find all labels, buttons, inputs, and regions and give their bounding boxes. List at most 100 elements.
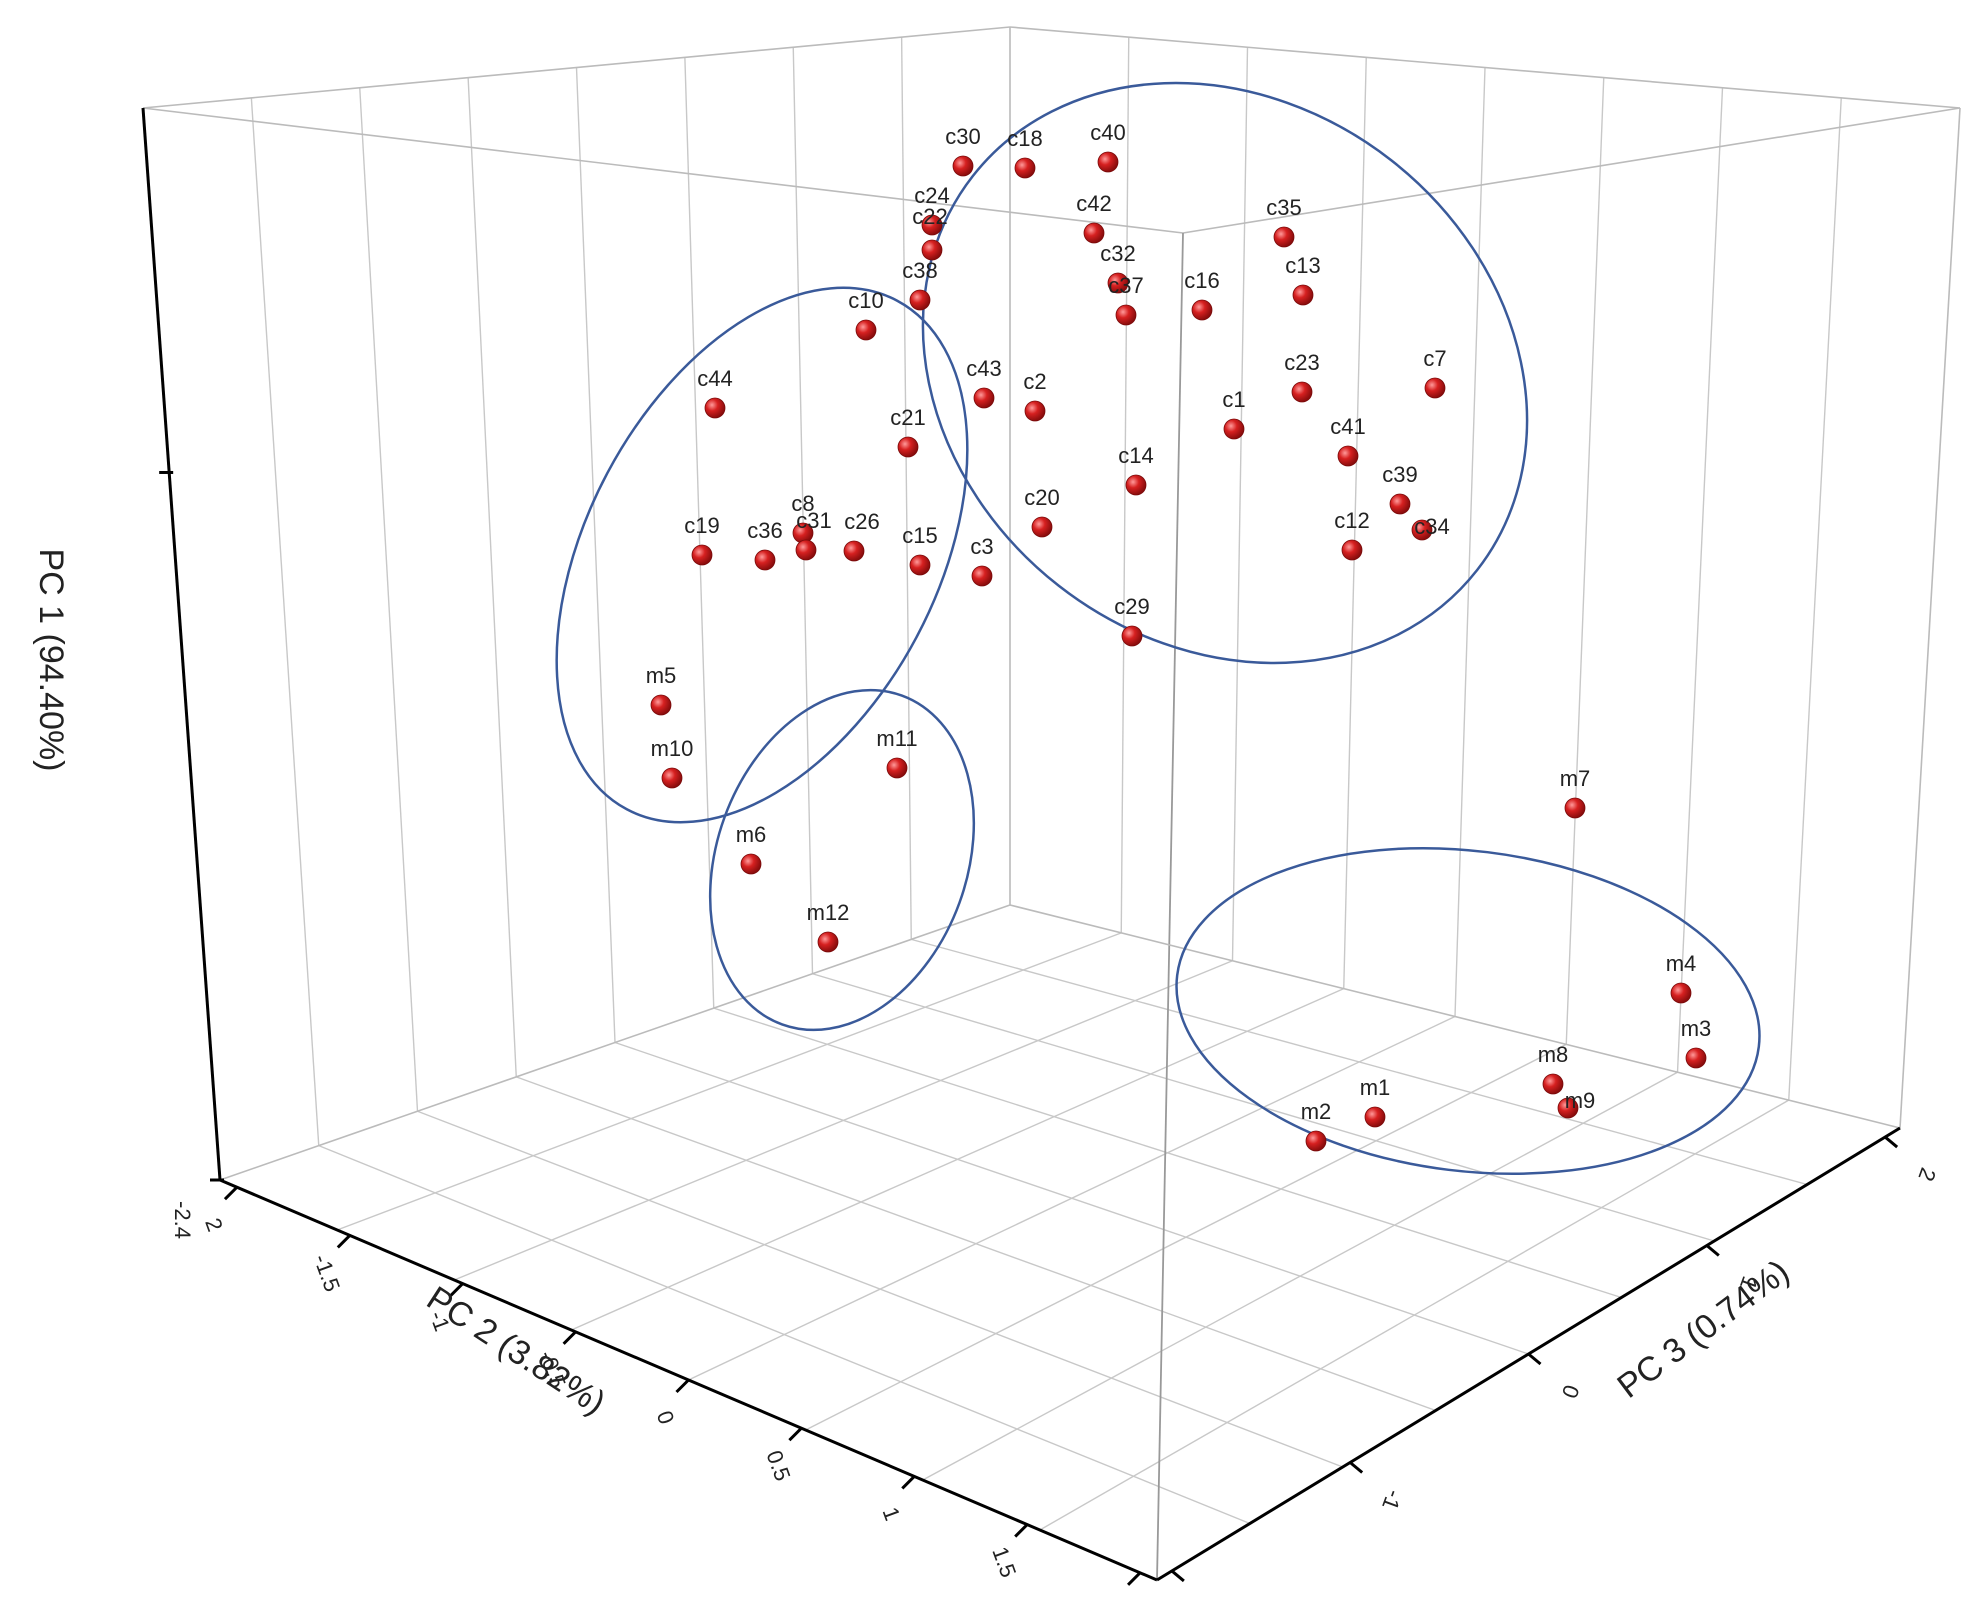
data-point-c41 (1337, 445, 1359, 467)
grid-line (467, 77, 517, 1077)
point-label-c14: c14 (1118, 443, 1153, 468)
y-axis-tick (1527, 1352, 1542, 1366)
data-point-c26 (843, 540, 865, 562)
grid-line (250, 97, 320, 1146)
data-point-m9 (1557, 1097, 1579, 1119)
point-label-c13: c13 (1285, 253, 1320, 278)
data-point-m1 (1364, 1106, 1386, 1128)
data-point-c37 (1115, 304, 1137, 326)
data-point-m11 (886, 757, 908, 779)
point-label-m10: m10 (651, 736, 694, 761)
data-point-c20 (1031, 516, 1053, 538)
y-axis-tick (1349, 1461, 1364, 1474)
point-label-m12: m12 (807, 900, 850, 925)
grid-line (792, 47, 814, 974)
grid-line (1039, 1099, 1790, 1531)
x-axis-tick (675, 1378, 690, 1394)
data-point-c23 (1291, 381, 1313, 403)
point-label-c41: c41 (1330, 414, 1365, 439)
grid-line (713, 1007, 1622, 1299)
point-label-c10: c10 (848, 288, 883, 313)
grid-line (575, 67, 616, 1043)
point-label-c36: c36 (747, 518, 782, 543)
point-label-c12: c12 (1334, 508, 1369, 533)
data-point-m2 (1305, 1130, 1327, 1152)
data-point-c43 (973, 387, 995, 409)
point-label-c22: c22 (912, 204, 947, 229)
data-point-m4 (1670, 982, 1692, 1004)
x-axis-tick (223, 1186, 238, 1201)
y-axis-tick (1705, 1244, 1720, 1257)
x-tick-label: 0.5 (761, 1447, 795, 1484)
x-tick-label: 2 (200, 1215, 228, 1235)
point-label-c35: c35 (1266, 195, 1301, 220)
grid-line (1009, 904, 1901, 1129)
grid-line (1565, 77, 1605, 1045)
grid-line (1156, 232, 1184, 1581)
point-label-c34: c34 (1414, 514, 1449, 539)
grid-line (922, 1071, 1678, 1481)
data-point-c14 (1125, 474, 1147, 496)
grid-line (1788, 97, 1842, 1101)
point-label-c24: c24 (914, 183, 949, 208)
grid-line (1182, 107, 1961, 234)
data-point-c3 (971, 565, 993, 587)
data-point-m8 (1542, 1073, 1564, 1095)
x-axis-title: PC 2 (3.82%) (420, 1279, 612, 1422)
y-axis-title: PC 3 (0.74%) (1610, 1253, 1796, 1406)
data-point-c24 (921, 214, 943, 236)
data-point-m3 (1685, 1047, 1707, 1069)
y-axis-tick (1884, 1135, 1899, 1149)
point-label-m6: m6 (736, 822, 767, 847)
x-axis-tick (901, 1475, 916, 1490)
data-point-c44 (704, 397, 726, 419)
point-label-m7: m7 (1560, 766, 1591, 791)
data-point-c36 (754, 549, 776, 571)
point-label-c44: c44 (697, 366, 732, 391)
data-point-c7 (1424, 377, 1446, 399)
point-label-c20: c20 (1024, 485, 1059, 510)
data-point-c13 (1292, 284, 1314, 306)
grid-line (684, 57, 715, 1009)
data-point-c2 (1024, 400, 1046, 422)
point-label-m8: m8 (1538, 1042, 1569, 1067)
grid-line (1899, 107, 1961, 1129)
point-layer (650, 151, 1707, 1152)
point-label-c16: c16 (1184, 268, 1219, 293)
grid-line (359, 87, 419, 1112)
cluster-ellipse (708, 688, 976, 1032)
grid-line (1009, 26, 1961, 109)
data-point-c30 (952, 155, 974, 177)
data-point-c12 (1341, 539, 1363, 561)
x-axis-tick (788, 1427, 803, 1442)
data-point-c42 (1083, 222, 1105, 244)
point-label-c42: c42 (1076, 191, 1111, 216)
point-label-c8: c8 (791, 491, 814, 516)
grid-line (1120, 37, 1130, 933)
z-axis-title: PC 1 (94.40%) (32, 549, 70, 772)
data-point-c34 (1411, 519, 1433, 541)
data-point-c16 (1191, 299, 1213, 321)
point-label-c21: c21 (890, 405, 925, 430)
data-point-c40 (1097, 151, 1119, 173)
data-point-c1 (1223, 418, 1245, 440)
point-label-c30: c30 (945, 124, 980, 149)
data-point-m6 (740, 853, 762, 875)
point-label-c23: c23 (1284, 350, 1319, 375)
z-tick-label: -2.4 (170, 1201, 195, 1239)
point-label-c26: c26 (844, 509, 879, 534)
point-label-c38: c38 (902, 258, 937, 283)
point-label-m9: m9 (1565, 1088, 1596, 1113)
point-label-c19: c19 (684, 513, 719, 538)
grid-line (142, 26, 1011, 109)
data-point-c32 (1107, 272, 1129, 294)
grid-line (219, 904, 1011, 1181)
y-tick-label: -1 (1377, 1487, 1407, 1514)
x-axis-tick (1127, 1571, 1142, 1586)
x-axis-tick (336, 1234, 351, 1249)
cluster-ellipse (921, 81, 1529, 665)
point-label-c29: c29 (1114, 594, 1149, 619)
cluster-ellipse (555, 286, 969, 824)
